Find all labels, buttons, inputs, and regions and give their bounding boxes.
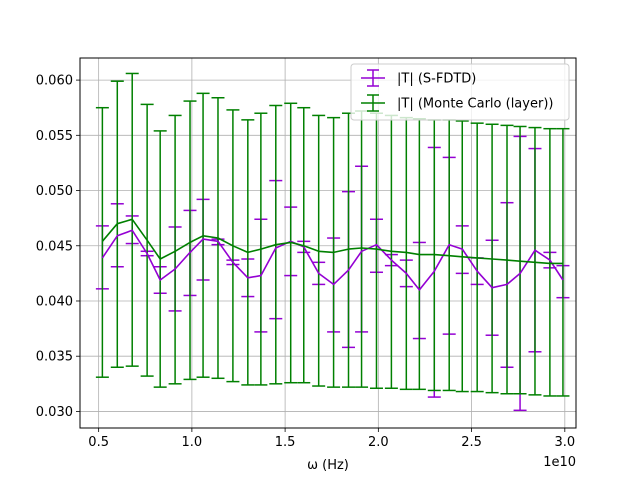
errorbar-montecarlo [543,127,557,397]
x-tick-label: 0.5 [88,435,109,450]
y-tick-label: 0.050 [36,184,73,199]
series-line-montecarlo [101,218,563,265]
plot-frame [79,57,577,429]
legend-label: |T| (Monte Carlo (layer)) [397,97,553,112]
y-tick-label: 0.040 [36,294,73,309]
x-offset-label: 1e10 [543,455,576,470]
line-layer [101,218,564,291]
y-tick-label: 0.045 [36,239,73,254]
errorbar-montecarlo [95,106,109,378]
legend-handle [361,69,385,87]
legend-label: |T| (S-FDTD) [397,72,476,87]
errorbar-montecarlo [556,127,570,397]
tick-layer: 0.5 1.0 1.5 2.0 2.5 3.0 0.030 0.035 0.040 0.045 0.… [36,74,575,450]
x-tick-label: 2.5 [461,435,482,450]
y-tick-label: 0.035 [36,350,73,365]
errorbar-montecarlo [168,114,182,385]
legend: |T| (S-FDTD) |T| (Monte Carlo (layer)) [350,63,570,121]
x-axis-label: ω (Hz) [307,458,349,473]
errorbar-montecarlo [528,126,542,396]
y-tick-label: 0.060 [36,74,73,89]
y-tick-label: 0.055 [36,129,73,144]
legend-box [350,63,570,121]
legend-handle [361,94,385,112]
errorbar-montecarlo [183,100,197,381]
y-tick-label: 0.030 [36,405,73,420]
x-tick-label: 1.0 [182,435,203,450]
series-line-sfdtd [101,229,564,291]
x-tick-label: 3.0 [554,435,575,450]
x-tick-label: 1.5 [275,435,296,450]
errorbar-montecarlo [513,125,527,395]
x-tick-label: 2.0 [368,435,389,450]
